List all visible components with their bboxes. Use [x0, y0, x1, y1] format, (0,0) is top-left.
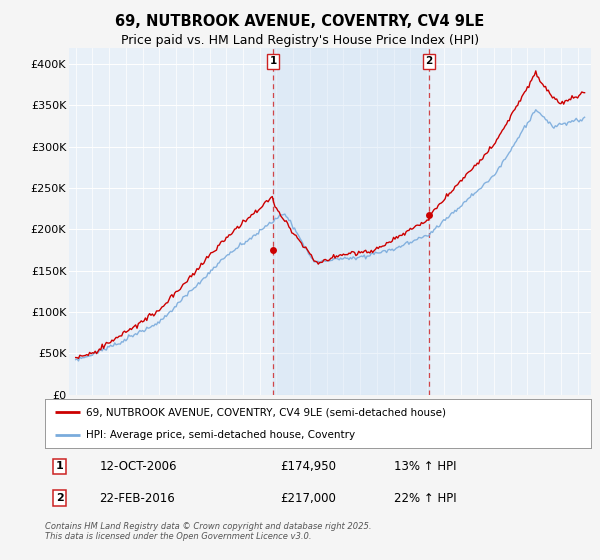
Text: Price paid vs. HM Land Registry's House Price Index (HPI): Price paid vs. HM Land Registry's House …	[121, 34, 479, 46]
Text: 1: 1	[56, 461, 64, 472]
Text: 22-FEB-2016: 22-FEB-2016	[100, 492, 175, 505]
Text: 2: 2	[56, 493, 64, 503]
Text: 12-OCT-2006: 12-OCT-2006	[100, 460, 177, 473]
Text: £217,000: £217,000	[280, 492, 335, 505]
Text: 69, NUTBROOK AVENUE, COVENTRY, CV4 9LE (semi-detached house): 69, NUTBROOK AVENUE, COVENTRY, CV4 9LE (…	[86, 408, 446, 417]
Text: 13% ↑ HPI: 13% ↑ HPI	[394, 460, 457, 473]
Text: HPI: Average price, semi-detached house, Coventry: HPI: Average price, semi-detached house,…	[86, 430, 355, 440]
Text: £174,950: £174,950	[280, 460, 336, 473]
Bar	[273, 48, 429, 395]
Text: 69, NUTBROOK AVENUE, COVENTRY, CV4 9LE: 69, NUTBROOK AVENUE, COVENTRY, CV4 9LE	[115, 14, 485, 29]
Text: 22% ↑ HPI: 22% ↑ HPI	[394, 492, 457, 505]
Text: 2: 2	[425, 57, 433, 66]
Text: Contains HM Land Registry data © Crown copyright and database right 2025.
This d: Contains HM Land Registry data © Crown c…	[45, 522, 371, 542]
Text: 1: 1	[269, 57, 277, 66]
